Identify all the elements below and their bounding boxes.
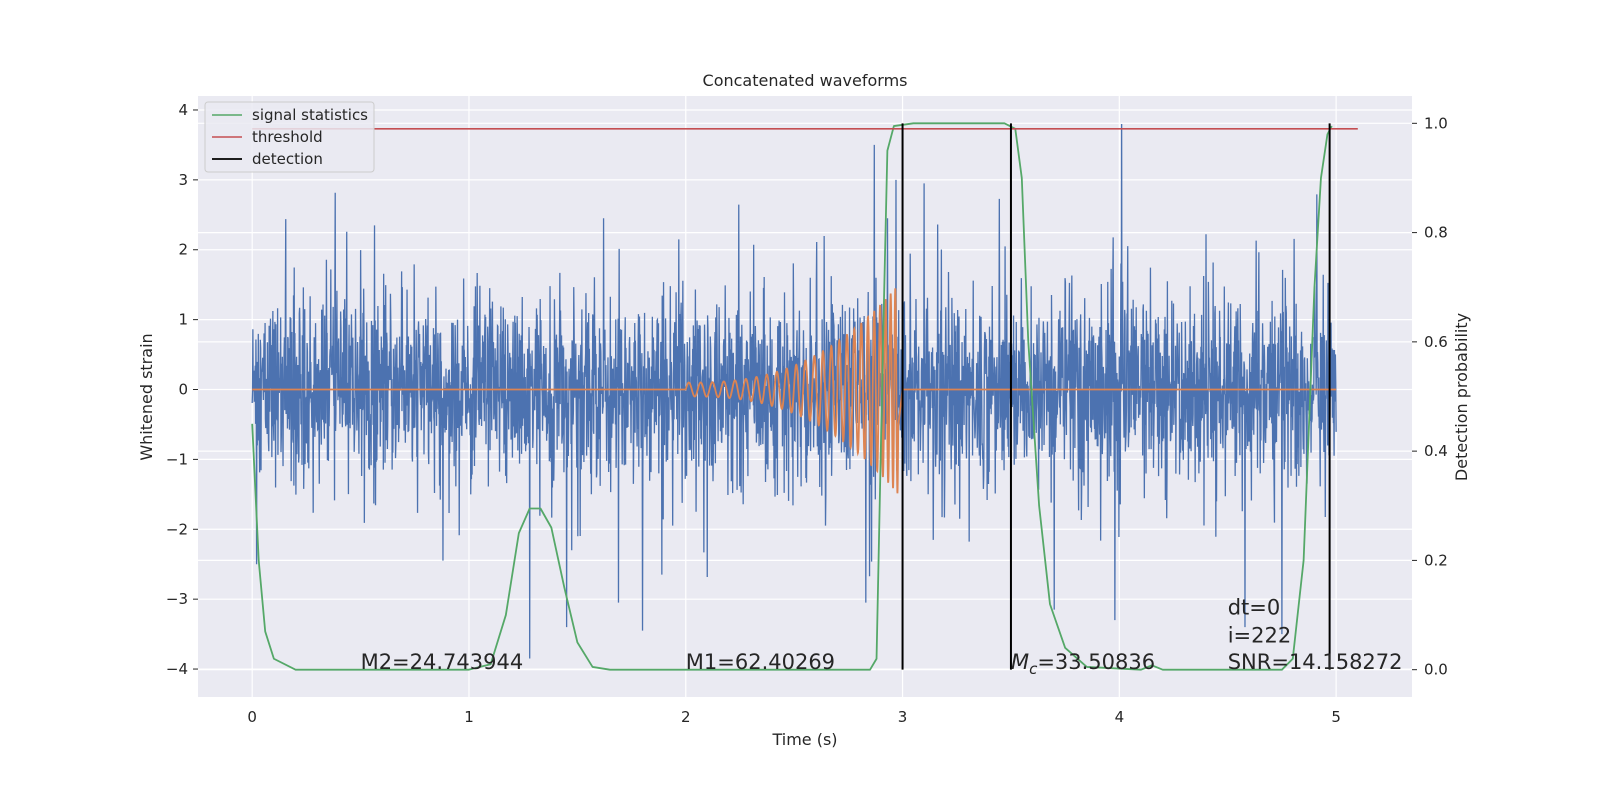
annotation: M2=24.743944 [361, 650, 524, 674]
legend-label-threshold: threshold [252, 128, 323, 146]
y-axis-label: Whitened strain [137, 333, 156, 460]
y-tick-label: 4 [178, 101, 188, 119]
y-tick-label: 3 [178, 171, 188, 189]
x-tick-label: 4 [1115, 708, 1125, 726]
y-tick-label-right: 0.0 [1424, 661, 1448, 679]
y-tick-label-right: 1.0 [1424, 114, 1448, 132]
y-tick-label: −3 [166, 590, 188, 608]
signal-statistics-layer [251, 122, 1333, 671]
x-tick-label: 3 [898, 708, 908, 726]
x-tick-label: 5 [1331, 708, 1341, 726]
y-tick-label-right: 0.8 [1424, 224, 1448, 242]
y-tick-label: 2 [178, 241, 188, 259]
signal-statistics-series [251, 122, 1333, 671]
y-tick-label-right: 0.6 [1424, 333, 1448, 351]
x-tick-label: 1 [464, 708, 474, 726]
y-tick-label: −2 [166, 520, 188, 538]
annotation: SNR=14.158272 [1228, 650, 1403, 674]
legend: signal statistics threshold detection [204, 101, 375, 173]
y-ticks: −4 −3 −2 −1 0 1 2 3 4 [166, 101, 198, 678]
chart-title: Concatenated waveforms [703, 71, 908, 90]
y-ticks-right: 0.0 0.2 0.4 0.6 0.8 1.0 [1412, 114, 1448, 679]
x-tick-label: 0 [247, 708, 257, 726]
x-axis-label: Time (s) [771, 730, 837, 749]
annotation: M1=62.40269 [686, 650, 835, 674]
detection-layer [901, 123, 1331, 670]
waveform-series [252, 288, 1337, 494]
legend-label-detection: detection [252, 150, 323, 168]
annotation: dt=0 [1228, 596, 1281, 620]
waveform-layer [252, 288, 1337, 494]
y-tick-label-right: 0.2 [1424, 551, 1448, 569]
legend-label-signal-statistics: signal statistics [252, 106, 368, 124]
y-tick-label-right: 0.4 [1424, 442, 1448, 460]
annotation: Mc=33.50836 [1011, 650, 1155, 678]
y-tick-label: 0 [178, 381, 188, 399]
legend-box [204, 101, 375, 173]
y-tick-label: 1 [178, 311, 188, 329]
x-ticks: 0 1 2 3 4 5 [247, 708, 1340, 726]
annotation: i=222 [1228, 623, 1292, 647]
y-tick-label: −1 [166, 450, 188, 468]
y-tick-label: −4 [166, 660, 188, 678]
x-tick-label: 2 [681, 708, 691, 726]
y-axis-label-right: Detection probability [1452, 313, 1471, 481]
annotations: M2=24.743944 M1=62.40269 Mc=33.50836 SNR=14… [361, 596, 1403, 679]
